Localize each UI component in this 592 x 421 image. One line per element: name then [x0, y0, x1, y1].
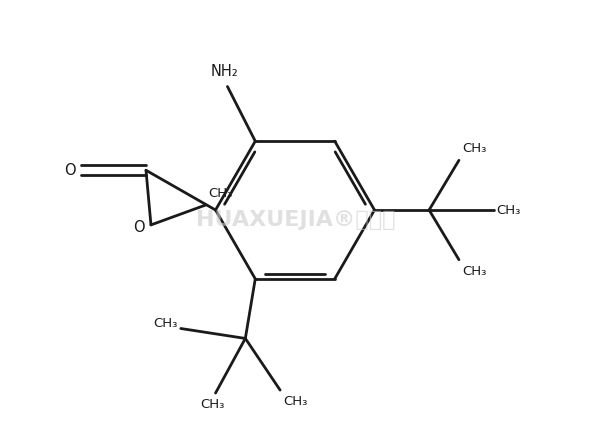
- Text: CH₃: CH₃: [153, 317, 178, 330]
- Text: CH₃: CH₃: [462, 142, 486, 155]
- Text: CH₃: CH₃: [462, 265, 486, 277]
- Text: CH₃: CH₃: [283, 395, 307, 408]
- Text: CH₃: CH₃: [497, 203, 521, 216]
- Text: CH₃: CH₃: [200, 398, 225, 411]
- Text: O: O: [64, 163, 75, 178]
- Text: CH₃: CH₃: [208, 187, 233, 200]
- Text: NH₂: NH₂: [211, 64, 239, 79]
- Text: O: O: [133, 220, 145, 235]
- Text: HUAXUEJIA®化学加: HUAXUEJIA®化学加: [197, 210, 395, 230]
